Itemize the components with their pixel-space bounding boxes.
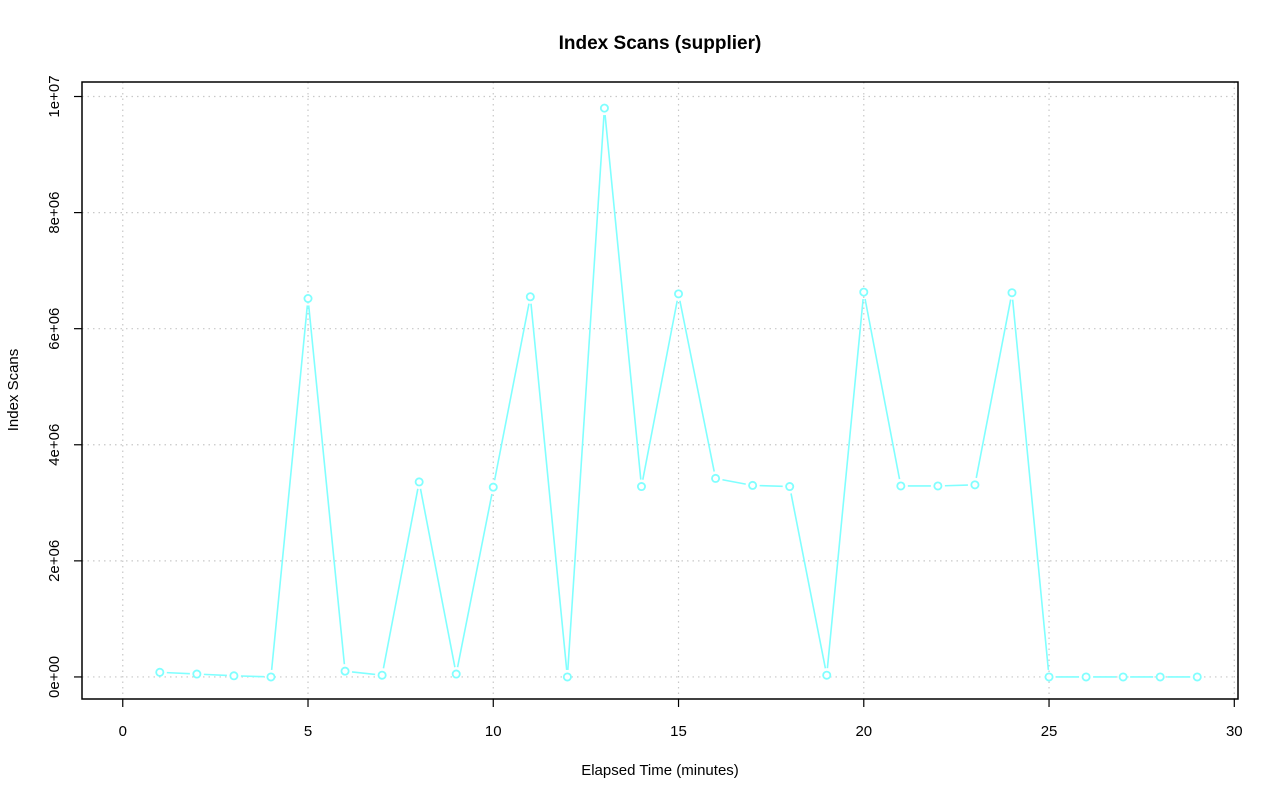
- series-line-segment: [1011, 299, 1050, 671]
- series-line-segment: [790, 493, 827, 669]
- series-line-segment: [493, 303, 530, 481]
- x-tick-label: 5: [304, 723, 312, 740]
- data-point: [1155, 672, 1165, 682]
- series-line-segment: [944, 484, 968, 487]
- series-line-segment: [166, 671, 190, 675]
- data-point: [303, 294, 313, 304]
- data-point: [451, 669, 461, 679]
- series-line-segment: [864, 298, 901, 480]
- chart-title: Index Scans (supplier): [559, 33, 762, 54]
- series-line-segment: [530, 303, 568, 671]
- data-point: [636, 482, 646, 492]
- series-line-segment: [604, 115, 642, 480]
- data-point: [1118, 672, 1128, 682]
- y-tick-label: 0e+00: [46, 656, 63, 698]
- series-line-segment: [203, 673, 227, 677]
- data-point: [488, 482, 498, 492]
- x-tick-label: 15: [670, 723, 687, 740]
- data-point: [1192, 672, 1202, 682]
- series-line-segment: [419, 488, 456, 668]
- x-tick-label: 25: [1041, 723, 1058, 740]
- data-point: [377, 670, 387, 680]
- data-point: [525, 292, 535, 302]
- x-axis-label: Elapsed Time (minutes): [581, 762, 739, 779]
- x-tick-label: 10: [485, 723, 502, 740]
- data-point: [711, 473, 721, 483]
- data-point: [599, 103, 609, 113]
- data-point: [933, 481, 943, 491]
- data-point: [822, 670, 832, 680]
- series-line-segment: [270, 305, 309, 671]
- series-line-segment: [679, 300, 715, 472]
- series-line-segment: [826, 299, 864, 669]
- x-tick-label: 0: [119, 723, 127, 740]
- y-tick-label: 4e+06: [46, 424, 63, 466]
- series-line-segment: [456, 493, 493, 668]
- y-tick-label: 6e+06: [46, 308, 63, 350]
- y-tick-label: 8e+06: [46, 192, 63, 234]
- series-line-segment: [382, 488, 419, 669]
- data-point: [785, 482, 795, 492]
- data-point: [1081, 672, 1091, 682]
- data-point: [229, 671, 239, 681]
- data-point: [1007, 288, 1017, 298]
- data-point: [896, 481, 906, 491]
- series-line-segment: [567, 115, 605, 671]
- data-point: [340, 666, 350, 676]
- series-line-segment: [240, 675, 264, 678]
- data-point: [155, 667, 165, 677]
- series-line-segment: [642, 300, 678, 480]
- data-point: [414, 477, 424, 487]
- series-line-segment: [975, 299, 1012, 479]
- data-point: [970, 480, 980, 490]
- series-line-segment: [722, 478, 746, 485]
- series-line-segment: [307, 305, 346, 665]
- series-line-segment: [759, 484, 783, 488]
- x-axis: 0 5 10 15 20 25 30: [119, 699, 1243, 740]
- series-layer: [155, 103, 1202, 682]
- plot-frame: [81, 81, 1239, 700]
- data-point: [1044, 672, 1054, 682]
- data-point: [748, 480, 758, 490]
- y-axis: 0e+00 2e+06 4e+06 6e+06 8e+06 1e+07: [46, 75, 82, 698]
- x-tick-label: 30: [1226, 723, 1243, 740]
- data-point: [192, 669, 202, 679]
- series-line-segment: [351, 671, 376, 676]
- y-axis-label: Index Scans: [5, 349, 22, 432]
- y-tick-label: 2e+06: [46, 540, 63, 582]
- data-point: [674, 289, 684, 299]
- x-tick-label: 20: [855, 723, 872, 740]
- y-tick-label: 1e+07: [46, 75, 63, 117]
- data-point: [562, 672, 572, 682]
- data-point: [266, 672, 276, 682]
- data-point: [859, 287, 869, 297]
